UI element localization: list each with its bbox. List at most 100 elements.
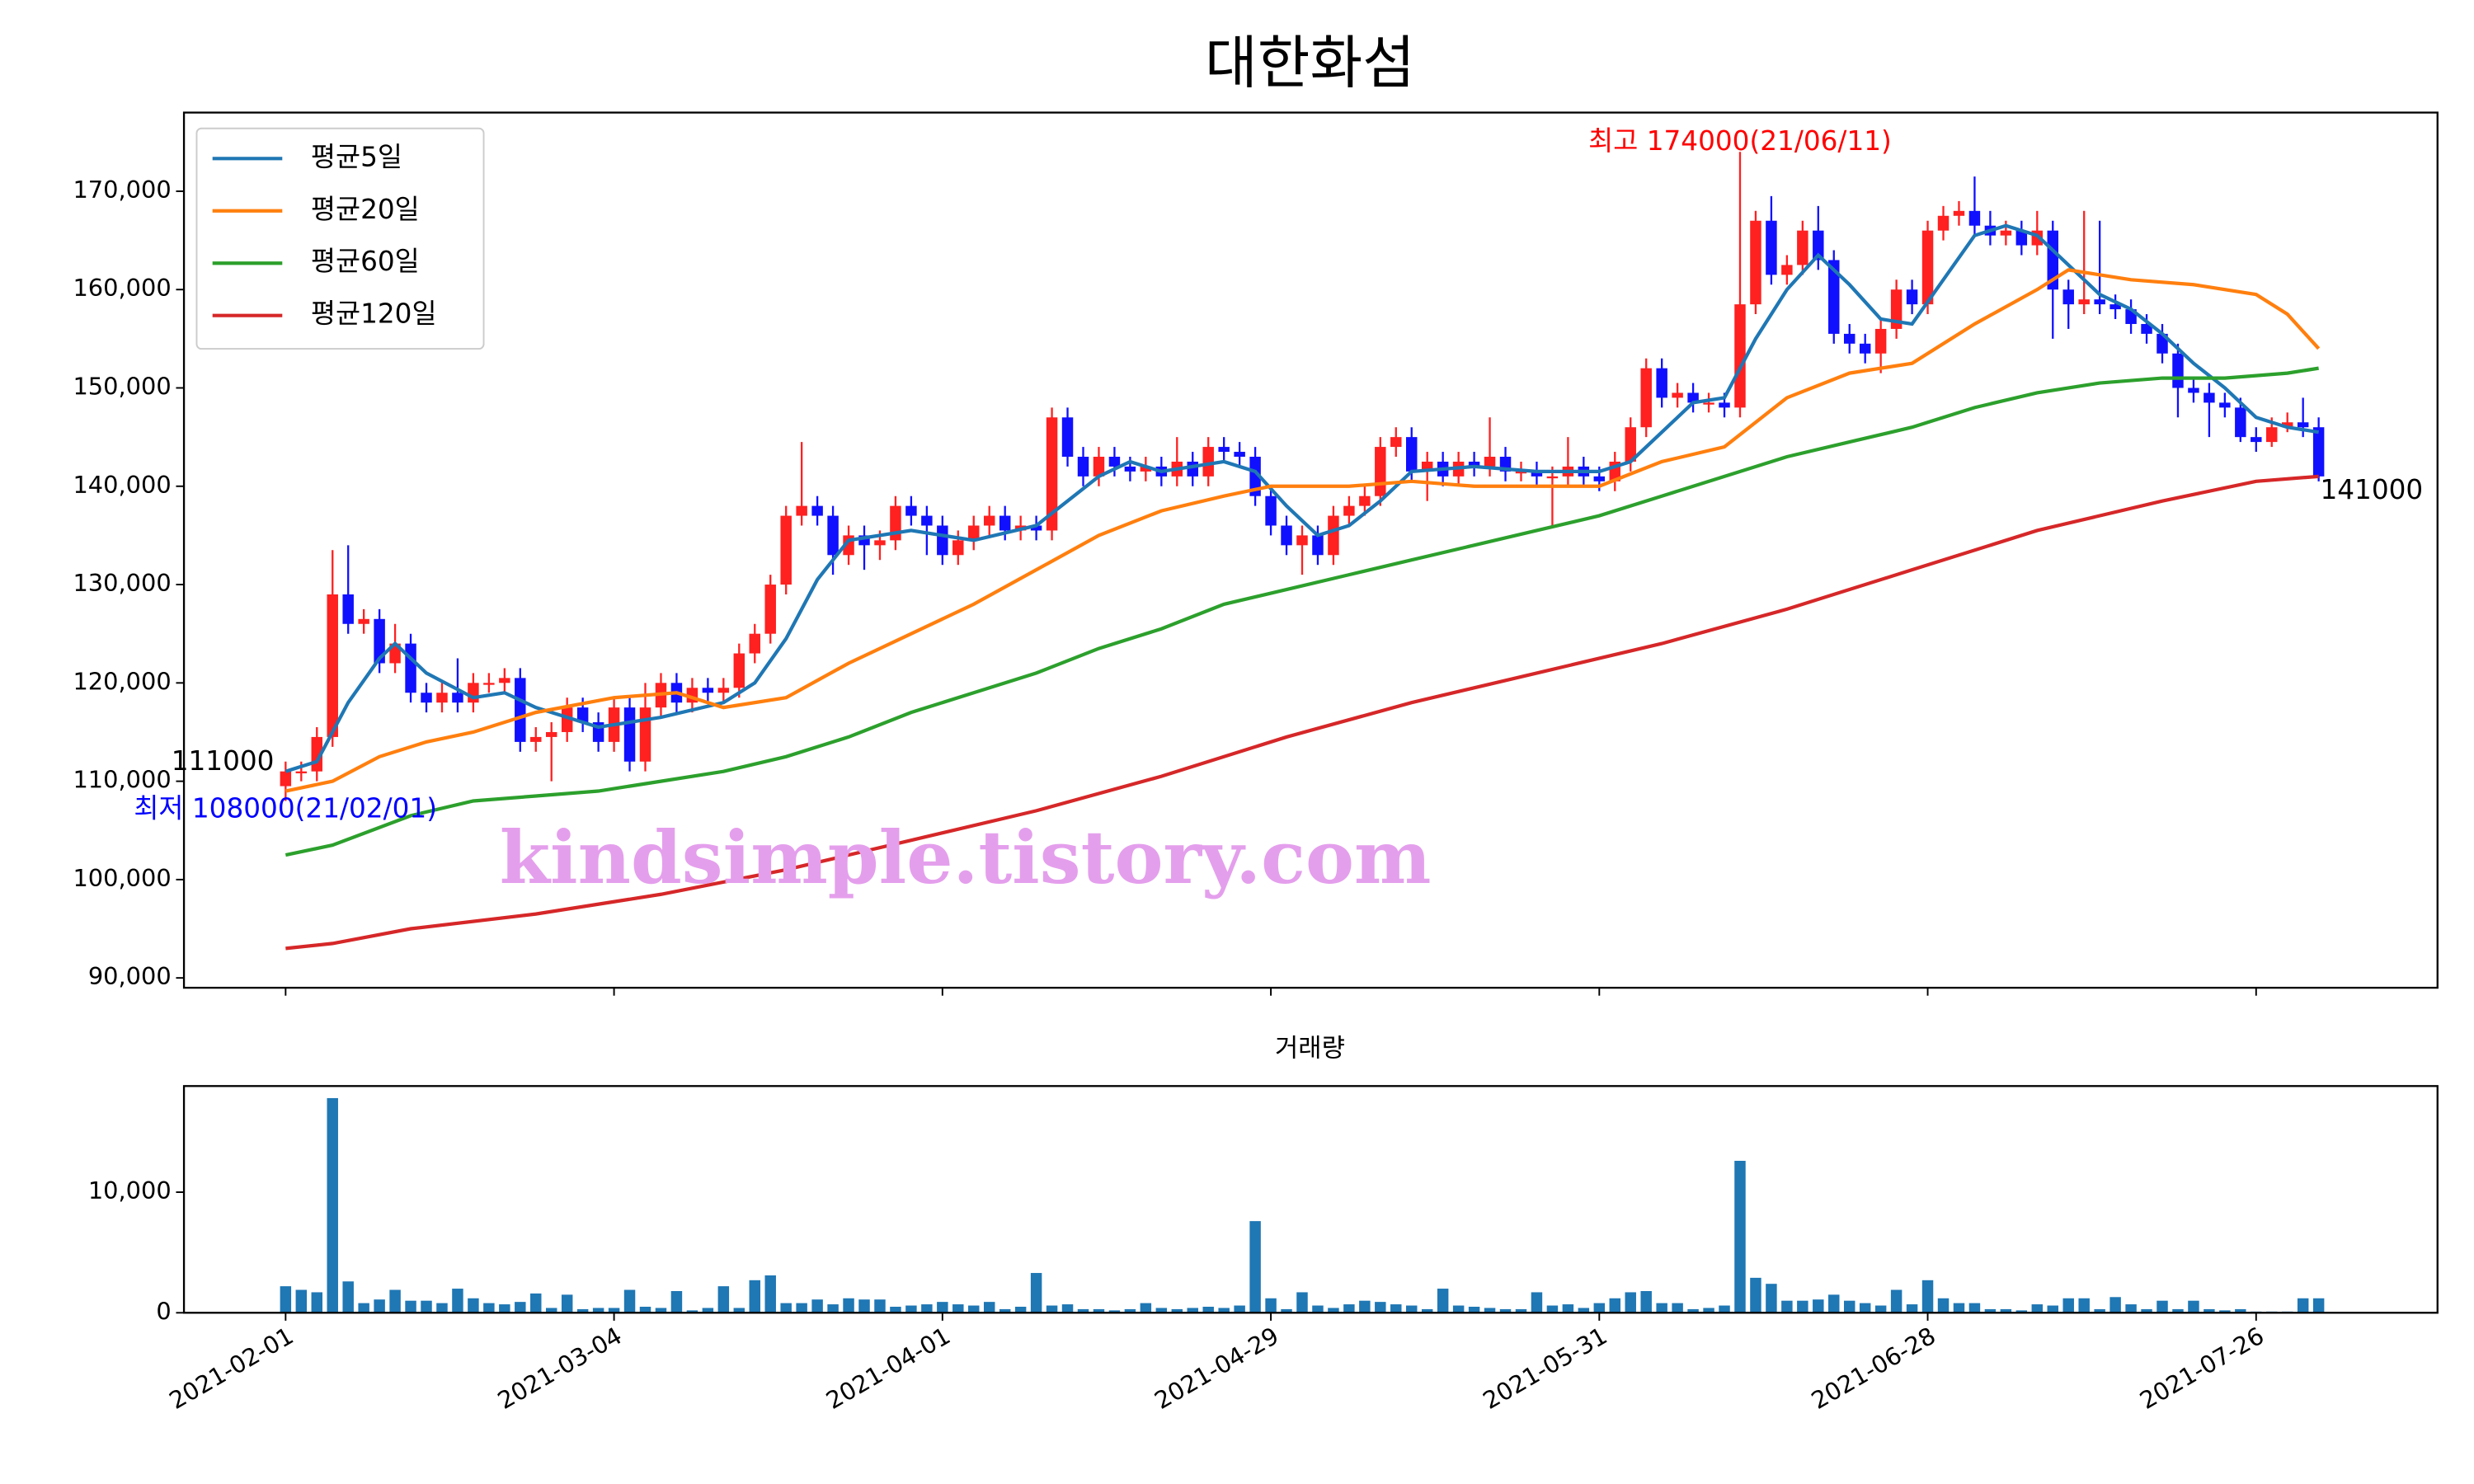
volume-bar [1874, 1305, 1887, 1313]
volume-bar [592, 1308, 604, 1313]
volume-bar [1734, 1160, 1746, 1313]
volume-bar [2219, 1310, 2231, 1313]
volume-bar [1077, 1308, 1089, 1313]
candle-body [2235, 407, 2246, 438]
candle-body [1312, 535, 1324, 556]
candle-body [468, 683, 479, 703]
volume-bar [1140, 1303, 1152, 1313]
volume-bar [733, 1308, 745, 1313]
volume-bar [1328, 1308, 1339, 1313]
candle-body [968, 525, 980, 541]
candle-body [2062, 289, 2074, 305]
volume-bar [1640, 1290, 1652, 1313]
volume-title: 거래량 [1275, 1034, 1345, 1064]
volume-bar [655, 1308, 667, 1313]
volume-bar [1843, 1300, 1856, 1313]
volume-bar [483, 1303, 495, 1313]
volume-bar [937, 1302, 948, 1313]
volume-bar [1218, 1308, 1230, 1313]
volume-bar [608, 1308, 620, 1313]
volume-bar [1750, 1277, 1761, 1313]
candle-body [499, 678, 510, 683]
candle-body [1249, 456, 1261, 496]
volume-bar [890, 1306, 901, 1313]
legend-label: 평균120일 [311, 298, 437, 330]
volume-bar [2062, 1298, 2074, 1313]
volume-bar [1984, 1308, 1997, 1313]
volume-bar [374, 1299, 385, 1313]
y-tick-label: 120,000 [73, 667, 171, 695]
volume-bar [623, 1289, 636, 1313]
candle-body [1968, 210, 1981, 226]
volume-bar [639, 1306, 651, 1313]
candle-body [2204, 392, 2215, 403]
candle-body [2251, 437, 2262, 443]
candle-body [1046, 417, 1058, 531]
candle-body [1030, 525, 1042, 531]
volume-bar [1687, 1308, 1699, 1313]
volume-bar [530, 1293, 542, 1313]
candle-body [1828, 260, 1840, 334]
legend-label: 평균5일 [311, 141, 402, 172]
candle-body [2094, 299, 2105, 305]
volume-bar [1406, 1305, 1418, 1313]
candle-body [421, 693, 432, 703]
volume-bar [499, 1304, 510, 1313]
candle-body [827, 515, 839, 556]
y-tick-label: 0 [156, 1297, 171, 1325]
x-tick-label: 2021-07-26 [2135, 1322, 2269, 1415]
candle-body [749, 633, 760, 654]
candle-body [1061, 417, 1074, 457]
volume-bar [1515, 1308, 1527, 1313]
candle-body [2000, 230, 2012, 236]
volume-bar [295, 1289, 308, 1313]
plot-frame [182, 111, 2439, 989]
plot-frame [182, 1085, 2439, 1314]
candle-body [327, 594, 338, 737]
volume-bar [1906, 1304, 1918, 1313]
volume-bar [1124, 1308, 1136, 1313]
candle-body [1140, 466, 1152, 472]
volume-bar [1499, 1308, 1512, 1313]
candle-body [1359, 495, 1371, 506]
candle-body [983, 515, 995, 526]
volume-bar [1296, 1292, 1308, 1313]
candle-body [1343, 505, 1355, 516]
volume-bar [1030, 1273, 1042, 1313]
volume-bar [1343, 1304, 1355, 1313]
volume-bar [1187, 1308, 1198, 1313]
volume-bar [764, 1275, 776, 1313]
candle-body [1890, 289, 1903, 329]
volume-bar [1312, 1305, 1324, 1313]
candle-body [1703, 402, 1714, 405]
candle-body [1187, 461, 1198, 477]
x-tick-label: 2021-02-01 [164, 1322, 298, 1415]
volume-bar [1390, 1304, 1402, 1313]
volume-bar [2078, 1298, 2090, 1313]
candle-body [999, 515, 1011, 531]
x-tick-label: 2021-03-04 [493, 1322, 627, 1415]
legend-label: 평균20일 [311, 194, 420, 225]
legend-box [195, 127, 485, 350]
volume-bar [2297, 1298, 2309, 1313]
volume-bar [1108, 1310, 1121, 1313]
y-tick-label: 110,000 [73, 766, 171, 794]
volume-bar [1578, 1308, 1590, 1313]
y-tick-label: 150,000 [73, 373, 171, 401]
volume-bar [874, 1299, 886, 1313]
candle-body [1734, 304, 1746, 408]
volume-bar [1531, 1292, 1543, 1313]
candle-body [764, 585, 776, 634]
candle-body [2172, 353, 2184, 388]
annotation: 최고 174000(21/06/11) [1588, 125, 1892, 157]
y-tick-label: 100,000 [73, 864, 171, 892]
candle-body [1937, 215, 1950, 231]
volume-bar [280, 1286, 292, 1313]
candle-body [1797, 230, 1808, 265]
candle-body [561, 707, 573, 732]
volume-bar [2094, 1308, 2105, 1313]
candle-body [1265, 495, 1277, 526]
volume-bar [1672, 1303, 1683, 1313]
volume-bar [1061, 1304, 1074, 1313]
candle-body [702, 688, 714, 693]
